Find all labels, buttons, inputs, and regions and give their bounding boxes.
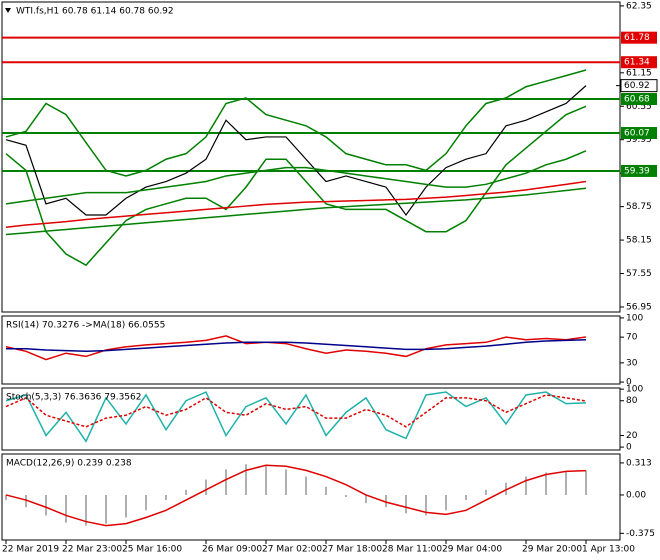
y-tick-label: 0.00 <box>626 490 646 500</box>
x-tick-label: 29 Mar 04:00 <box>442 545 502 555</box>
histogram-bar <box>545 472 547 495</box>
level-label: 61.78 <box>624 33 650 43</box>
histogram-bar <box>265 466 267 495</box>
x-tick-label: 26 Mar 09:00 <box>202 545 262 555</box>
y-tick-label: 30 <box>626 358 638 368</box>
series-line <box>5 335 587 361</box>
x-tick-label: 1 Apr 13:00 <box>582 545 635 555</box>
panel-title: Stoch(5,3,3) 76.3636 79.3562 <box>6 393 141 403</box>
series-line <box>5 464 587 527</box>
x-tick-label: 27 Mar 18:00 <box>322 545 382 555</box>
level-label: 60.07 <box>624 129 650 139</box>
panel-frame <box>1 315 621 385</box>
histogram-bar <box>525 476 527 495</box>
histogram-bar <box>125 494 127 518</box>
histogram-bar <box>385 494 387 508</box>
x-tick-label: 27 Mar 02:00 <box>262 545 322 555</box>
histogram-bar <box>185 489 187 495</box>
x-tick-label: 25 Mar 16:00 <box>122 545 182 555</box>
y-tick-label: 60.55 <box>626 102 652 112</box>
level-label-box <box>621 164 657 177</box>
histogram-bar <box>245 464 247 495</box>
level-label-box <box>621 56 657 69</box>
histogram-bar <box>305 476 307 495</box>
y-tick-label: 100 <box>626 385 643 395</box>
level-label: 60.68 <box>624 95 650 105</box>
series-line <box>5 394 587 428</box>
histogram-bar <box>325 486 327 495</box>
y-tick-label: 57.55 <box>626 269 652 279</box>
histogram-bar <box>485 489 487 495</box>
histogram-bar <box>285 469 287 495</box>
x-tick-label: 29 Mar 20:00 <box>522 545 582 555</box>
y-tick-label: 56.95 <box>626 302 652 312</box>
series-line <box>5 69 587 177</box>
level-label-box <box>621 93 657 106</box>
x-tick-label: 22 Mar 2019 <box>2 545 59 555</box>
level-label-box <box>621 31 657 44</box>
panel-frame <box>1 453 621 541</box>
y-tick-label: 0 <box>626 443 632 453</box>
panel-frame <box>1 387 621 451</box>
level-label: 59.39 <box>624 166 650 176</box>
series-line <box>5 180 587 228</box>
y-tick-label: 59.95 <box>626 135 652 145</box>
histogram-bar <box>205 479 207 495</box>
y-tick-label: 0 <box>626 378 632 388</box>
last-price-box <box>620 79 658 93</box>
series-line <box>5 105 587 267</box>
histogram-bar <box>25 494 27 508</box>
y-tick-label: 80 <box>626 396 638 406</box>
series-line <box>5 150 587 205</box>
last-price-label: 60.92 <box>624 81 650 91</box>
panel-title: MACD(12,26,9) 0.239 0.238 <box>6 459 132 469</box>
histogram-bar <box>565 470 567 495</box>
histogram-bar <box>365 494 367 504</box>
panel-title: RSI(14) 70.3276 ->MA(18) 66.0555 <box>6 321 165 331</box>
y-tick-label: 62.35 <box>626 1 652 11</box>
y-tick-label: 61.15 <box>626 68 652 78</box>
y-tick-label: 58.75 <box>626 202 652 212</box>
histogram-bar <box>5 494 7 501</box>
x-tick-label: 22 Mar 23:00 <box>62 545 122 555</box>
collapse-arrow <box>5 8 11 13</box>
y-tick-label: 70 <box>626 333 638 343</box>
y-tick-label: 100 <box>626 313 643 323</box>
histogram-bar <box>45 494 47 516</box>
series-line <box>5 187 587 236</box>
y-tick-label: 0.313 <box>626 458 652 468</box>
y-tick-label: 20 <box>626 431 638 441</box>
histogram-bar <box>505 482 507 495</box>
series-line <box>5 85 587 217</box>
panel-frame <box>1 1 621 313</box>
histogram-bar <box>65 494 67 523</box>
y-tick-label: 58.15 <box>626 236 652 246</box>
histogram-bar <box>105 494 107 524</box>
y-tick-label: -0.375 <box>626 529 655 539</box>
histogram-bar <box>425 494 427 516</box>
x-tick-label: 28 Mar 11:00 <box>382 545 442 555</box>
histogram-bar <box>145 494 147 511</box>
histogram-bar <box>225 469 227 495</box>
histogram-bar <box>345 494 347 497</box>
level-label: 61.34 <box>624 58 650 68</box>
histogram-bar <box>445 494 447 511</box>
histogram-bar <box>405 494 407 514</box>
histogram-bar <box>165 494 167 501</box>
series-line <box>6 338 587 353</box>
histogram-bar <box>85 494 87 526</box>
level-label-box <box>621 127 657 140</box>
histogram-bar <box>585 470 587 495</box>
panel-title: WTI.fs,H1 60.78 61.14 60.78 60.92 <box>16 7 174 17</box>
histogram-bar <box>465 494 467 501</box>
